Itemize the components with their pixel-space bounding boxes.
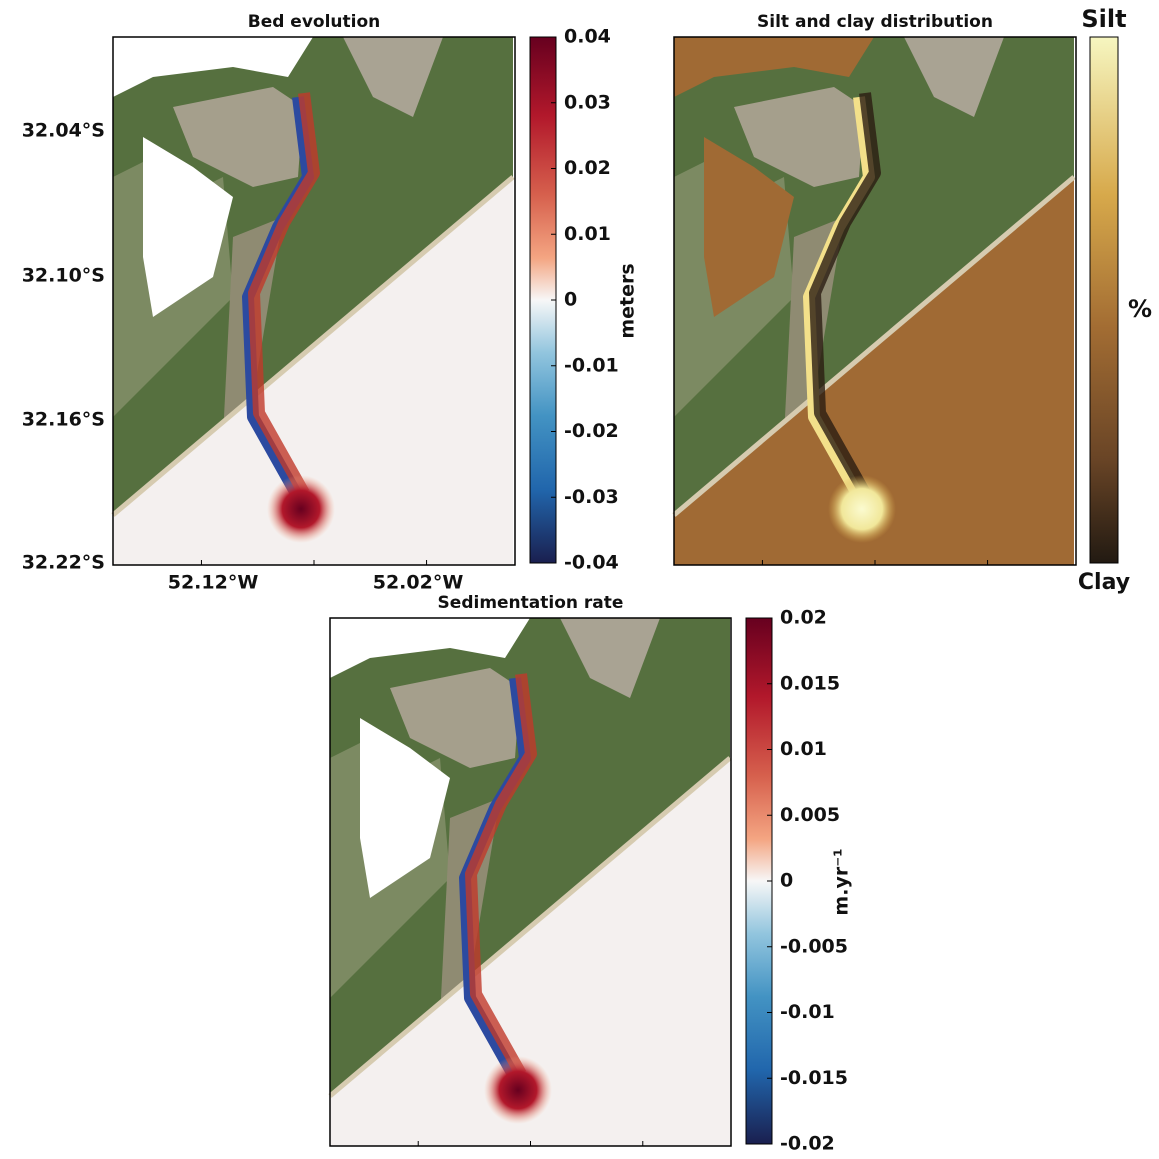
colorbar-tick-label: -0.03 [564,486,619,508]
colorbar-tick-label: 0 [780,870,793,892]
colorbar [1090,37,1118,563]
plume [267,475,335,543]
plume [828,475,896,543]
panel-title: Bed evolution [248,12,381,32]
colorbar-top-label: Silt [1081,5,1126,33]
colorbar-tick-label: -0.015 [780,1067,848,1089]
colorbar-label: meters [617,263,639,338]
colorbar-tick-label: 0.01 [780,738,827,760]
lon-label: 52.12°W [168,572,259,594]
colorbar-tick-label: 0.02 [564,157,611,179]
lon-label: 52.02°W [373,572,464,594]
colorbar-tick-label: 0.015 [780,672,840,694]
colorbar-tick-label: 0.005 [780,804,840,826]
colorbar-tick-label: -0.01 [564,354,619,376]
panel-title: Sedimentation rate [438,593,624,613]
colorbar-tick-label: -0.005 [780,935,848,957]
figure: Bed evolution 0.04 0.03 0.02 0.01 0 -0.01 -0.02… [0,0,1159,1155]
lat-label: 32.22°S [22,552,105,574]
map [113,37,515,565]
map [330,618,731,1146]
colorbar-tick-label: -0.02 [780,1133,835,1155]
colorbar-tick-label: -0.02 [564,420,619,442]
colorbar-tick-label: 0.04 [564,26,611,48]
lat-label: 32.04°S [22,120,105,142]
colorbar-tick-label: 0.02 [780,607,827,629]
panel-title: Silt and clay distribution [757,12,993,32]
colorbar-tick-label: 0.01 [564,223,611,245]
lat-label: 32.16°S [22,409,105,431]
colorbar-tick-label: 0 [564,289,577,311]
colorbar-label: m.yr⁻¹ [831,848,853,915]
lat-label: 32.10°S [22,265,105,287]
colorbar-tick-label: -0.04 [564,552,619,574]
colorbar-bottom-label: Clay [1078,570,1130,595]
map [674,37,1076,565]
plume [484,1056,552,1124]
colorbar-label: % [1128,295,1152,323]
colorbar-tick-label: -0.01 [780,1001,835,1023]
colorbar-tick-label: 0.03 [564,91,611,113]
